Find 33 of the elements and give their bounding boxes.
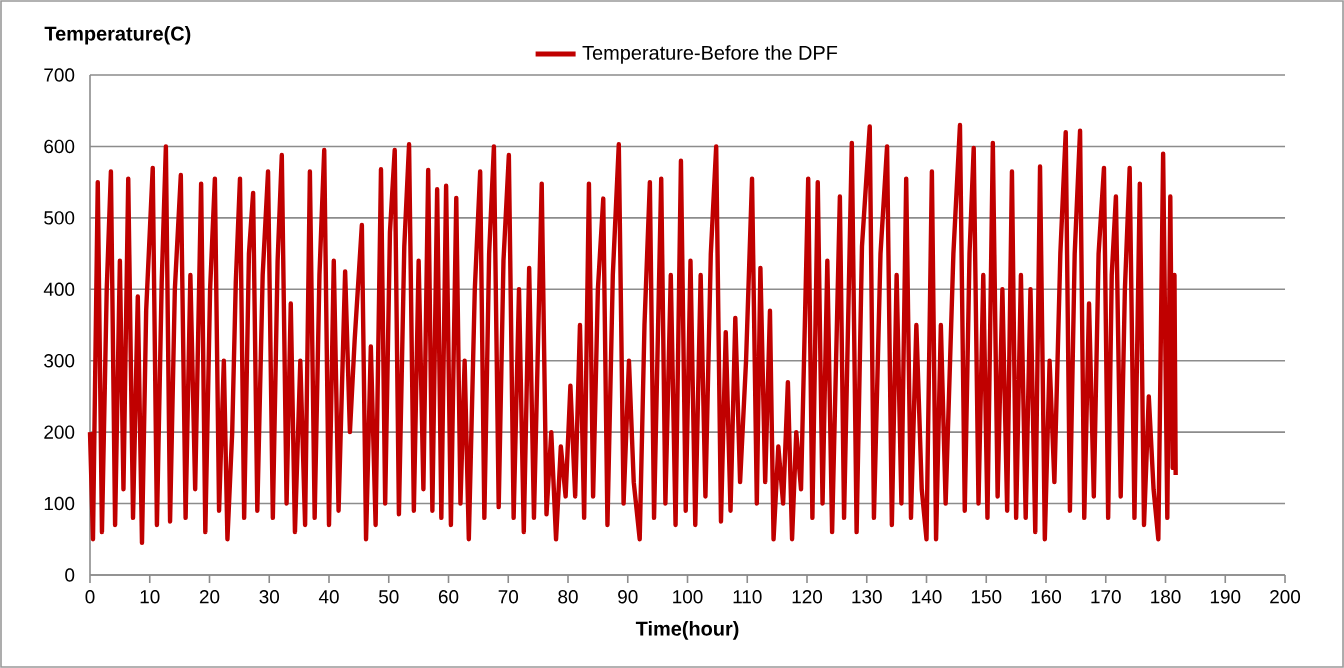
x-tick-label: 90 — [618, 590, 638, 604]
y-tick-label: 600 — [44, 139, 75, 154]
x-tick-label: 60 — [438, 590, 459, 604]
x-tick-label: 110 — [733, 590, 762, 604]
y-tick-label: 300 — [44, 354, 75, 368]
x-tick-label: 140 — [912, 590, 942, 604]
y-tick-label: 500 — [44, 211, 75, 225]
x-tick-label: 160 — [1031, 590, 1062, 604]
x-tick-label: 30 — [259, 590, 280, 604]
x-tick-label: 100 — [673, 590, 703, 604]
x-tick-label: 180 — [1151, 590, 1181, 604]
x-tick-label: 50 — [378, 590, 399, 604]
y-tick-label: 700 — [44, 68, 75, 82]
x-tick-label: 130 — [852, 590, 882, 604]
legend-label: Temperature-Before the DPF — [582, 45, 838, 64]
x-tick-label: 70 — [498, 590, 519, 604]
x-tick-label: 20 — [199, 590, 220, 604]
y-tick-label: 0 — [65, 568, 75, 582]
x-tick-label: 10 — [140, 590, 160, 604]
x-tick-label: 190 — [1210, 590, 1241, 604]
y-axis-title: Temperature(C) — [44, 26, 191, 45]
x-tick-label: 120 — [792, 590, 823, 604]
y-tick-label: 200 — [44, 425, 75, 439]
x-tick-label: 200 — [1270, 590, 1301, 604]
line-series — [87, 122, 1178, 546]
x-tick-label: 150 — [971, 590, 1002, 604]
y-tick-label: 100 — [44, 496, 75, 511]
x-tick-label: 0 — [85, 590, 95, 604]
x-tick-label: 170 — [1091, 590, 1121, 604]
x-tick-label: 40 — [318, 590, 339, 604]
x-tick-label: 80 — [558, 590, 578, 604]
y-tick-label: 400 — [43, 282, 75, 296]
x-axis-title: Time(hour) — [635, 621, 739, 640]
